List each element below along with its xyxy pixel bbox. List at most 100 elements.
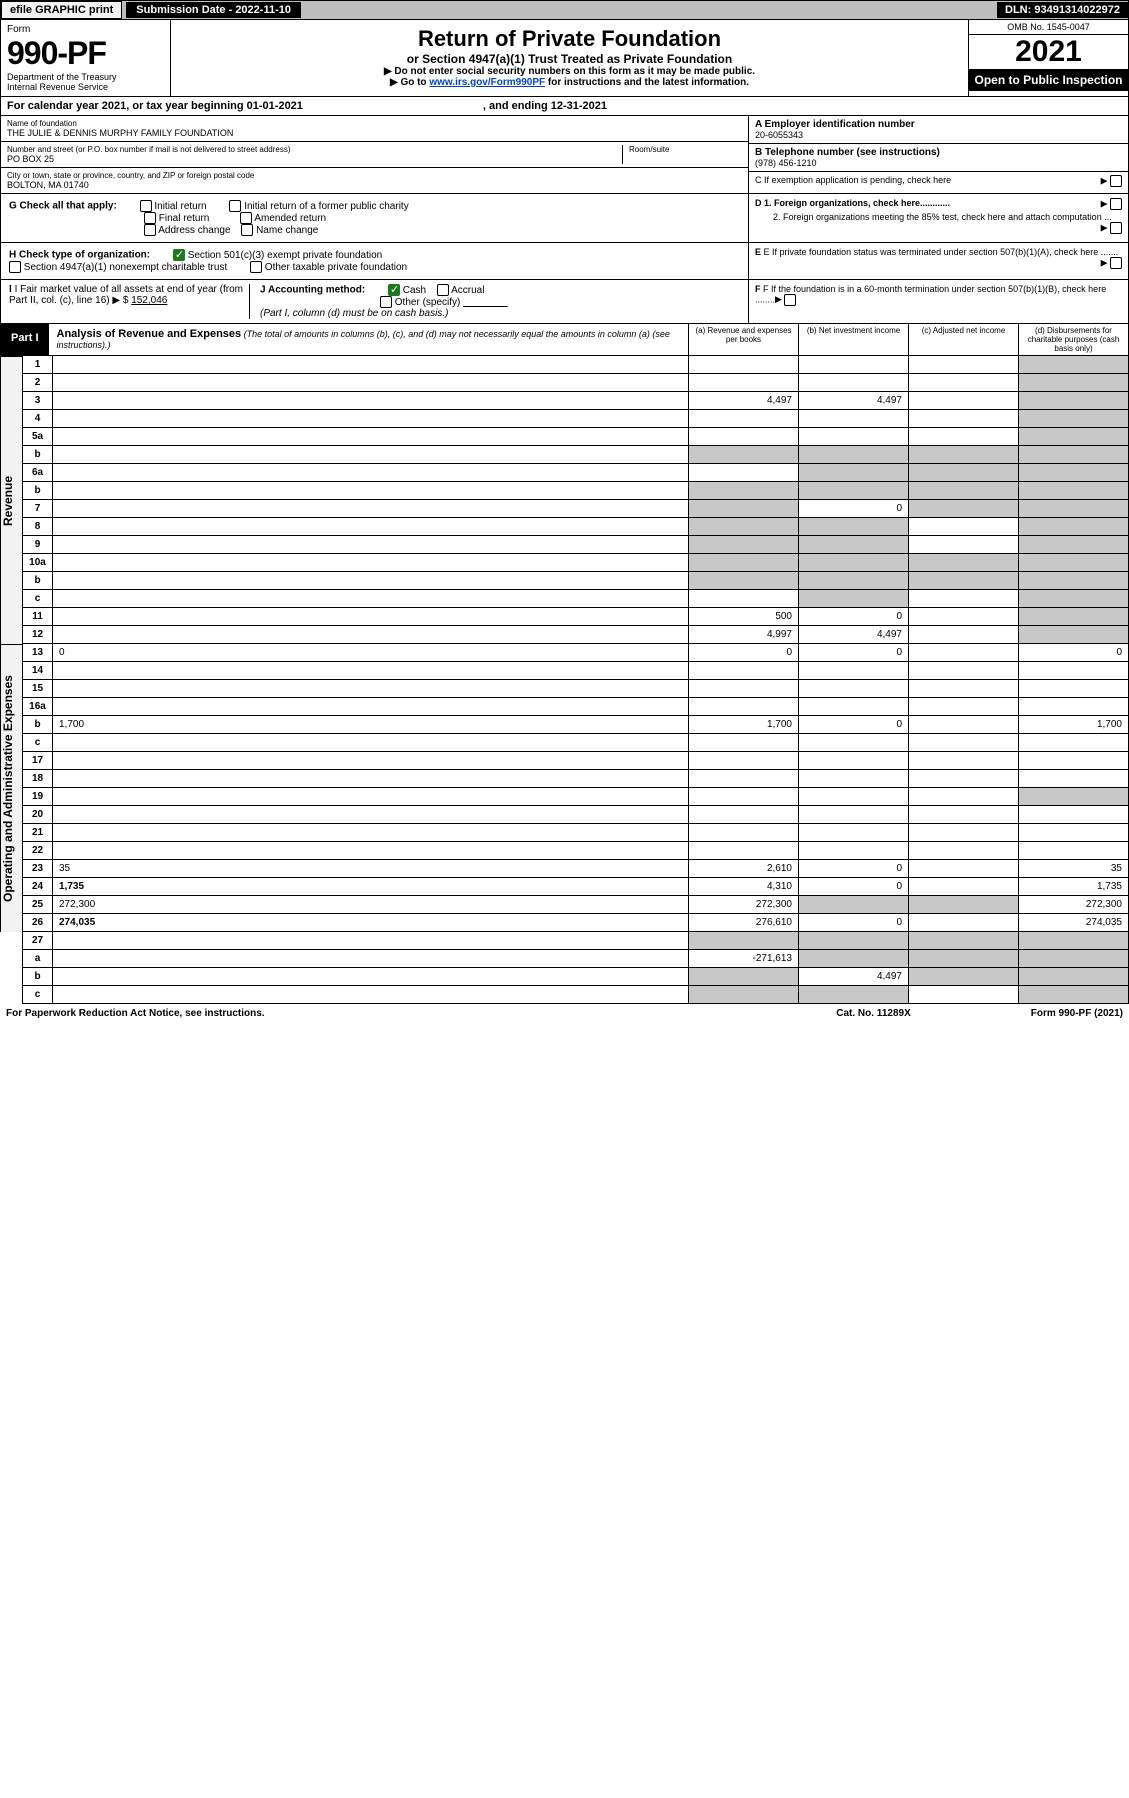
j-accrual-checkbox[interactable]	[437, 284, 449, 296]
g-opt-5: Name change	[256, 225, 318, 236]
row-desc	[53, 662, 689, 680]
row-desc	[53, 968, 689, 986]
irs-link[interactable]: www.irs.gov/Form990PF	[429, 77, 545, 88]
cell-d	[1019, 698, 1129, 716]
row-number: 4	[23, 410, 53, 428]
table-row: c	[23, 986, 1129, 1004]
j-other-checkbox[interactable]	[380, 296, 392, 308]
row-number: a	[23, 950, 53, 968]
omb-number: OMB No. 1545-0047	[969, 20, 1128, 35]
cell-c	[909, 464, 1019, 482]
cell-c	[909, 914, 1019, 932]
cell-d	[1019, 788, 1129, 806]
table-row: 70	[23, 500, 1129, 518]
phone-value: (978) 456-1210	[755, 158, 1122, 168]
cell-b	[799, 590, 909, 608]
row-desc	[53, 446, 689, 464]
cell-a	[689, 986, 799, 1004]
row-number: 13	[23, 644, 53, 662]
cell-d	[1019, 662, 1129, 680]
row-number: 15	[23, 680, 53, 698]
table-row: 17	[23, 752, 1129, 770]
cell-d: 274,035	[1019, 914, 1129, 932]
row-number: 11	[23, 608, 53, 626]
g-name-checkbox[interactable]	[241, 224, 253, 236]
row-number: 20	[23, 806, 53, 824]
h-other-checkbox[interactable]	[250, 261, 262, 273]
cell-c	[909, 734, 1019, 752]
d1-label: D 1. Foreign organizations, check here..…	[755, 198, 950, 208]
cell-c	[909, 482, 1019, 500]
d2-label: 2. Foreign organizations meeting the 85%…	[773, 212, 1112, 222]
h-501c3-checkbox[interactable]	[173, 249, 185, 261]
row-desc: 274,035	[53, 914, 689, 932]
i-value: 152,046	[131, 295, 167, 306]
table-row: 8	[23, 518, 1129, 536]
form-word: Form	[7, 24, 164, 35]
cell-d	[1019, 608, 1129, 626]
cell-c	[909, 770, 1019, 788]
row-desc	[53, 374, 689, 392]
dept-treasury: Department of the Treasury	[7, 72, 164, 82]
row-number: b	[23, 446, 53, 464]
e-checkbox[interactable]	[1110, 257, 1122, 269]
cell-c	[909, 968, 1019, 986]
c-checkbox[interactable]	[1110, 175, 1122, 187]
cell-b	[799, 842, 909, 860]
cell-c	[909, 572, 1019, 590]
d1-checkbox[interactable]	[1110, 198, 1122, 210]
f-label: F If the foundation is in a 60-month ter…	[755, 284, 1106, 304]
row-desc	[53, 626, 689, 644]
d2-checkbox[interactable]	[1110, 222, 1122, 234]
city-label: City or town, state or province, country…	[7, 171, 742, 180]
row-number: 8	[23, 518, 53, 536]
cell-d	[1019, 428, 1129, 446]
cell-b	[799, 986, 909, 1004]
check-section-g-d: G Check all that apply: Initial return I…	[0, 194, 1129, 243]
cell-a	[689, 662, 799, 680]
cell-c	[909, 536, 1019, 554]
f-checkbox[interactable]	[784, 294, 796, 306]
efile-button[interactable]: efile GRAPHIC print	[1, 1, 122, 19]
cell-a: 4,997	[689, 626, 799, 644]
row-number: 5a	[23, 428, 53, 446]
g-address-checkbox[interactable]	[144, 224, 156, 236]
cell-b	[799, 752, 909, 770]
cell-b: 0	[799, 878, 909, 896]
g-initial-checkbox[interactable]	[140, 200, 152, 212]
tax-year: 2021	[969, 35, 1128, 69]
row-desc	[53, 482, 689, 500]
addr-value: PO BOX 25	[7, 154, 622, 164]
dln-label: DLN: 93491314022972	[997, 2, 1128, 18]
g-initial-former-checkbox[interactable]	[229, 200, 241, 212]
row-desc: 272,300	[53, 896, 689, 914]
cell-a: 276,610	[689, 914, 799, 932]
g-amended-checkbox[interactable]	[240, 212, 252, 224]
cell-d	[1019, 770, 1129, 788]
cell-a	[689, 374, 799, 392]
cell-a	[689, 698, 799, 716]
cell-d	[1019, 680, 1129, 698]
cell-b	[799, 482, 909, 500]
opex-table: 130000141516ab1,7001,70001,700c171819202…	[22, 644, 1129, 932]
ein-value: 20-6055343	[755, 130, 1122, 140]
h-4947-checkbox[interactable]	[9, 261, 21, 273]
cell-a	[689, 482, 799, 500]
table-row: a-271,613	[23, 950, 1129, 968]
cell-c	[909, 788, 1019, 806]
row-number: 27	[23, 932, 53, 950]
cell-a: 2,610	[689, 860, 799, 878]
row-desc	[53, 824, 689, 842]
page-footer: For Paperwork Reduction Act Notice, see …	[0, 1004, 1129, 1023]
cell-d: 35	[1019, 860, 1129, 878]
row-number: 12	[23, 626, 53, 644]
goto-note: ▶ Go to www.irs.gov/Form990PF for instru…	[177, 77, 962, 88]
part1-tag: Part I	[1, 324, 49, 355]
row-number: b	[23, 482, 53, 500]
g-final-checkbox[interactable]	[144, 212, 156, 224]
cell-d	[1019, 482, 1129, 500]
j-cash-checkbox[interactable]	[388, 284, 400, 296]
cell-b: 0	[799, 716, 909, 734]
table-row: 26274,035276,6100274,035	[23, 914, 1129, 932]
cell-c	[909, 878, 1019, 896]
